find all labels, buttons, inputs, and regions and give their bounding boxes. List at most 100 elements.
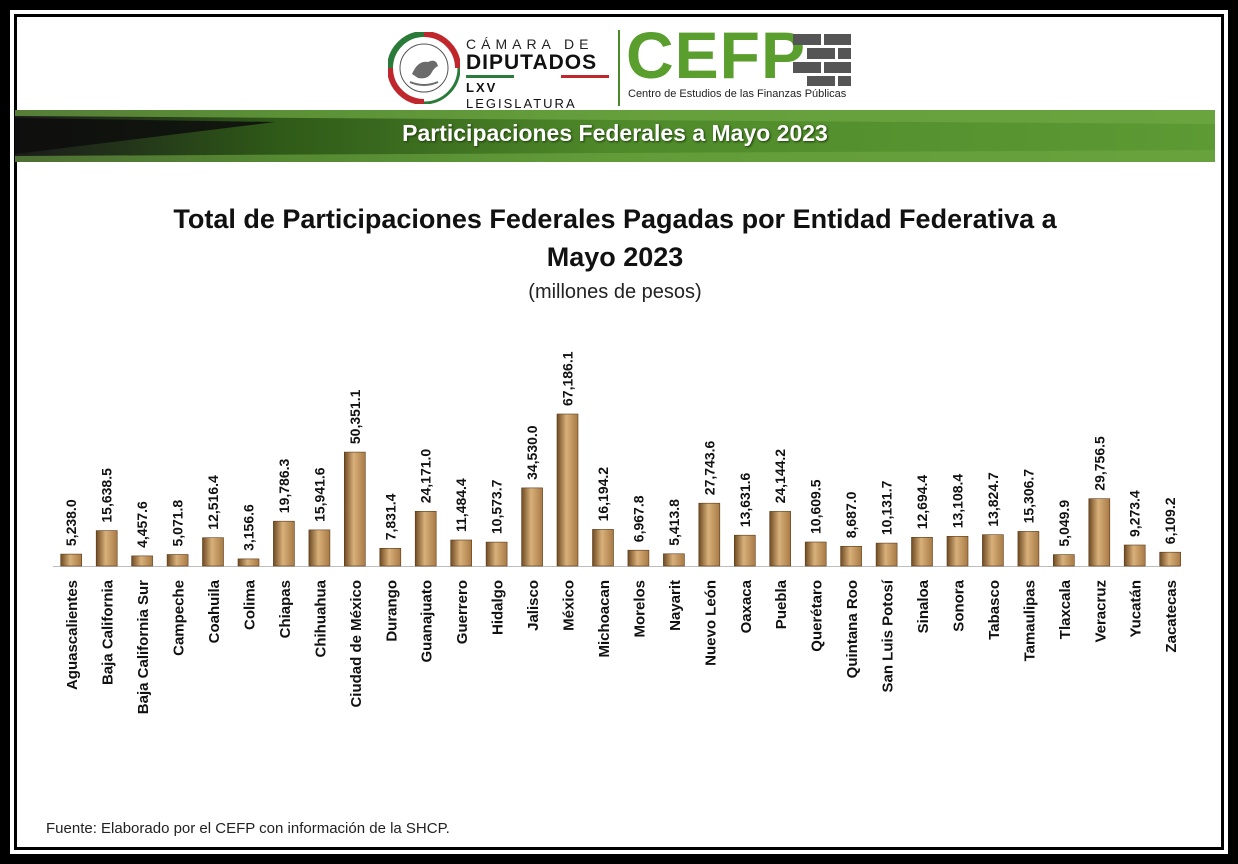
camara-line2: DIPUTADOS [466,51,598,74]
category-label: Nuevo León [702,580,719,666]
category-label: Chiapas [277,580,294,638]
data-label: 13,824.7 [985,472,1001,527]
legislatura-number: LXV [466,80,498,95]
data-label: 7,831.4 [382,493,398,540]
camara-line1: CÁMARA DE [466,36,594,52]
category-label: Aguascalientes [64,580,81,690]
category-label: Tlaxcala [1057,579,1074,639]
bar-oaxaca [733,534,756,567]
flag-stripe [466,75,610,78]
data-label: 27,743.6 [701,440,717,495]
bar-guerrero [450,539,473,567]
bar-sonora [946,535,969,567]
category-label: Tamaulipas [1021,580,1038,661]
bar-zacatecas [1159,551,1181,567]
bar-michoacan [592,529,614,567]
data-label: 15,306.7 [1020,469,1036,524]
data-label: 24,171.0 [418,449,434,504]
bar-yucatán [1123,544,1146,567]
data-label: 29,756.5 [1091,436,1107,491]
bar-san-luis-potosí [875,542,898,567]
category-label: Tabasco [986,580,1003,640]
data-label: 15,941.6 [311,467,327,522]
bar-coahuila [202,537,224,567]
camara-diputados-logo: CÁMARA DE DIPUTADOS LXV LEGISLATURA [466,36,611,112]
cefp-subtitle: Centro de Estudios de las Finanzas Públi… [628,88,847,100]
category-label: Querétaro [809,580,826,652]
bar-tlaxcala [1053,554,1075,567]
data-label: 5,413.8 [666,499,682,546]
data-label: 50,351.1 [347,389,363,444]
chart-title: Total de Participaciones Federales Pagad… [173,204,1057,272]
bar-tabasco [982,534,1004,567]
category-label: Zacatecas [1163,580,1180,653]
legislatura-label: LXV LEGISLATURA [466,80,611,112]
data-label: 15,638.5 [99,468,115,523]
data-label: 4,457.6 [134,501,150,548]
bar-colima [237,558,260,567]
bar-guanajuato [414,510,437,567]
data-label: 5,049.9 [1056,500,1072,547]
bar-morelos [627,549,650,567]
data-label: 6,967.8 [630,495,646,542]
data-label: 67,186.1 [560,351,576,406]
bar-tamaulipas [1017,531,1040,567]
data-label: 24,144.2 [772,449,788,504]
category-label: Morelos [631,580,648,638]
data-label: 3,156.6 [241,504,257,551]
data-label: 13,108.4 [950,474,966,529]
bar-baja-california [95,530,118,567]
category-label: Sinaloa [915,579,932,633]
data-label: 10,609.5 [808,479,824,534]
data-label: 12,516.4 [205,475,221,530]
data-label: 16,194.2 [595,467,611,522]
category-label: Coahuila [206,579,223,643]
category-label: Veracruz [1092,580,1109,643]
inner-frame [14,14,1224,850]
data-label: 8,687.0 [843,491,859,538]
data-label: 9,273.4 [1127,490,1143,537]
bar-durango [379,547,402,567]
category-label: Oaxaca [738,579,755,633]
category-label: Quintana Roo [844,580,861,678]
bar-méxico [556,413,579,567]
category-label: Campeche [171,580,188,656]
bar-sinaloa [911,536,933,567]
category-label: Yucatán [1128,580,1145,638]
data-label: 19,786.3 [276,458,292,513]
data-label: 34,530.0 [524,425,540,480]
logo-divider [618,30,620,106]
category-label: Baja California [100,579,117,685]
bar-puebla [769,511,792,567]
data-label: 10,131.7 [879,480,895,535]
category-label: Durango [383,580,400,642]
bar-baja-california-sur [131,555,153,567]
category-label: Michoacan [596,580,613,658]
category-label: Guerrero [454,580,471,644]
bar-chiapas [273,520,295,567]
data-label: 12,694.4 [914,475,930,530]
bar-nuevo-león [698,502,721,567]
data-label: 6,109.2 [1162,497,1178,544]
header-logos: CÁMARA DE DIPUTADOS LXV LEGISLATURA CEFP… [388,22,858,111]
category-label: Chihuahua [312,579,329,657]
chart-subtitle: (millones de pesos) [528,281,702,303]
category-label: Guanajuato [419,580,436,663]
category-label: Nayarit [667,580,684,631]
source-note: Fuente: Elaborado por el CEFP con inform… [46,820,450,837]
data-label: 5,238.0 [63,499,79,546]
category-label: Sonora [951,579,968,631]
data-label: 11,484.4 [453,478,469,532]
bar-nayarit [663,553,685,567]
bar-chihuahua [308,529,331,567]
category-label: San Luis Potosí [880,579,897,692]
category-label: Baja California Sur [135,580,152,714]
bar-veracruz [1088,498,1111,567]
title-banner [15,110,1215,162]
data-label: 13,631.6 [737,472,753,527]
data-label: 5,071.8 [170,500,186,547]
bar-aguascalientes [60,553,83,567]
mexican-eagle-seal-icon [388,32,460,104]
